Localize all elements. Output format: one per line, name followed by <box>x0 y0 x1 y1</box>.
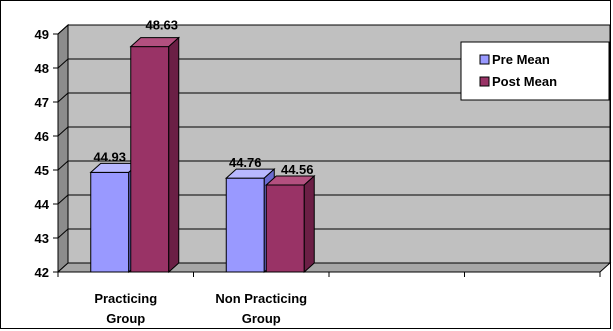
gridline <box>57 126 610 137</box>
y-tick-label: 46 <box>35 129 49 144</box>
y-tick-label: 44 <box>35 197 50 212</box>
gridlines <box>57 24 610 239</box>
gridline <box>57 160 610 171</box>
legend-swatch <box>479 54 490 65</box>
gridline <box>57 24 610 35</box>
x-category-label: Practicing Group <box>94 291 157 326</box>
legend-label: Pre Mean <box>492 52 550 67</box>
legend-label: Post Mean <box>492 74 557 89</box>
data-label: 44.56 <box>281 162 314 177</box>
side-wall <box>57 23 69 274</box>
y-tick-label: 42 <box>35 265 49 280</box>
legend: Pre Mean Post Mean <box>460 41 610 101</box>
bar-front <box>225 177 265 273</box>
bar-side <box>303 174 315 274</box>
bar-front <box>265 184 305 273</box>
bar <box>129 36 181 274</box>
data-label: 44.76 <box>229 155 262 170</box>
bar-front <box>130 46 170 273</box>
x-category-line: Practicing <box>94 291 157 306</box>
gridline <box>57 228 610 239</box>
y-axis: 42 43 44 45 46 47 48 49 <box>35 27 59 280</box>
data-labels: 44.93 48.63 44.76 44.56 <box>93 18 313 177</box>
x-category-line: Group <box>242 311 281 326</box>
legend-box <box>460 41 610 101</box>
bar-front <box>90 171 130 273</box>
x-category-line: Group <box>106 311 145 326</box>
bars <box>89 36 316 274</box>
y-tick-label: 45 <box>35 163 49 178</box>
y-tick-label: 48 <box>35 61 49 76</box>
gridline <box>57 58 610 69</box>
data-label: 48.63 <box>145 18 178 33</box>
data-label: 44.93 <box>93 149 126 164</box>
y-tick-label: 47 <box>35 95 49 110</box>
legend-swatch <box>479 76 490 87</box>
x-category-line: Non Practicing <box>215 291 307 306</box>
x-category-label: Non Practicing Group <box>215 291 307 326</box>
gridline <box>57 194 610 205</box>
y-tick-label: 43 <box>35 231 49 246</box>
gridline <box>57 92 610 103</box>
bar <box>264 174 316 274</box>
y-tick-label: 49 <box>35 27 49 42</box>
bar-side <box>168 36 180 274</box>
x-axis: Practicing Group Non Practicing Group <box>57 271 601 326</box>
